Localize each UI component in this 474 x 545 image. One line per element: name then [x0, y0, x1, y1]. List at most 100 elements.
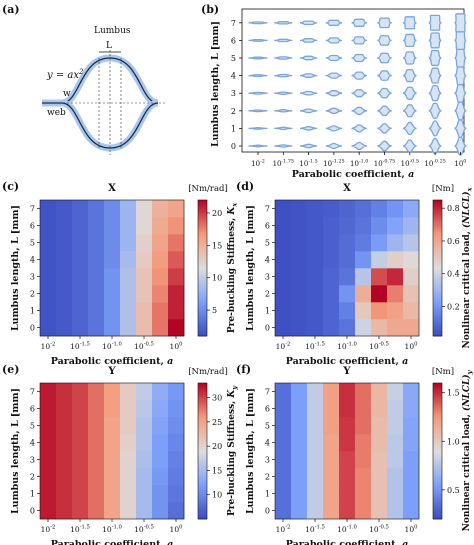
heatmap-cell: [307, 285, 324, 303]
colorbar-step: [433, 317, 442, 321]
colorbar-step: [198, 240, 207, 244]
heatmap-cell: [275, 217, 292, 235]
heatmap-cell: [104, 319, 121, 337]
colorbar-step: [198, 410, 207, 413]
heatmap-cell: [403, 468, 420, 486]
xtick-label: 100: [405, 342, 418, 352]
heatmap-cell: [323, 434, 340, 452]
colorbar-step: [433, 231, 442, 235]
colorbar-step: [198, 392, 207, 395]
heatmap-cell: [291, 268, 308, 286]
panel-e-letter: (e): [2, 363, 19, 376]
panel-e-title: Y: [107, 366, 116, 377]
colorbar-step: [198, 455, 207, 459]
ytick-label: 4: [265, 439, 270, 448]
heatmap-cell: [104, 200, 121, 218]
heatmap-cell: [371, 285, 388, 303]
lumbus-shape: [454, 65, 467, 86]
heatmap-cell: [40, 319, 57, 337]
web-label: web: [47, 108, 66, 118]
heatmap-cell: [152, 319, 169, 337]
ytick-label: 4: [30, 439, 35, 448]
heatmap-cell: [275, 434, 292, 452]
length-label: L: [106, 41, 112, 51]
lumbus-shape: [325, 37, 343, 44]
heatmap-cell: [339, 302, 356, 320]
heatmap-cell: [275, 268, 292, 286]
colorbar-step: [198, 469, 207, 472]
colorbar-step: [198, 281, 207, 285]
heatmap-cell: [275, 417, 292, 435]
colorbar-step: [433, 464, 442, 468]
colorbar-step: [433, 209, 442, 212]
heatmap-cell: [152, 285, 169, 303]
lumbus-shape: [299, 20, 318, 26]
heatmap-cell: [371, 468, 388, 486]
lumbus-shape: [274, 144, 293, 148]
colorbar-step: [433, 295, 442, 298]
heatmap-cell: [120, 285, 137, 303]
xtick-label: 10-1.5: [305, 342, 325, 352]
heatmap-cell: [72, 302, 89, 320]
colorbar-step: [433, 288, 442, 292]
colorbar-step: [433, 200, 442, 203]
heatmap-cell: [136, 285, 153, 303]
heatmap-cell: [339, 319, 356, 337]
colorbar-step: [433, 494, 442, 497]
colorbar-step: [433, 247, 442, 251]
colorbar-step: [433, 277, 442, 280]
heatmap-cell: [355, 417, 372, 435]
ytick-label: 3: [265, 456, 270, 465]
colorbar-unit: [Nm/rad]: [188, 367, 228, 377]
colorbar-step: [198, 421, 207, 425]
heatmap-cell: [339, 417, 356, 435]
heatmap-cell: [152, 502, 169, 520]
lumbus-shape: [377, 105, 392, 117]
lumbus-shape: [325, 142, 343, 150]
heatmap-cell: [323, 451, 340, 469]
colorbar-step: [433, 451, 442, 454]
heatmap-cell: [339, 217, 356, 235]
heatmap-cell: [72, 319, 89, 337]
colorbar-step: [433, 256, 442, 260]
colorbar-step: [198, 405, 207, 409]
heatmap-cell: [152, 451, 169, 469]
heatmap-cell: [120, 434, 137, 452]
lumbus-shape: [325, 19, 343, 26]
colorbar-step: [198, 412, 207, 416]
heatmap-cell: [88, 268, 105, 286]
colorbar-step: [198, 218, 207, 221]
lumbus-shape: [299, 126, 318, 131]
heatmap-cell: [120, 302, 137, 320]
heatmap-cell: [403, 268, 420, 286]
heatmap-cell: [152, 417, 169, 435]
heatmap-cell: [40, 485, 57, 503]
panel-f-letter: (f): [236, 363, 251, 376]
colorbar-step: [433, 414, 442, 418]
colorbar-step: [433, 423, 442, 427]
colorbar-step: [198, 306, 207, 310]
heatmap-cell: [72, 451, 89, 469]
heatmap-cell: [339, 485, 356, 503]
heatmap-cell: [72, 400, 89, 418]
colorbar-step: [198, 254, 207, 258]
heatmap-cell: [291, 383, 308, 401]
lumbus-shape: [351, 18, 367, 27]
ytick-label: 0: [265, 507, 270, 516]
heatmap-cell: [56, 251, 73, 269]
xtick-label: 10-2: [251, 159, 265, 169]
heatmap-cell: [104, 451, 121, 469]
colorbar-step: [433, 457, 442, 461]
colorbar-step: [433, 387, 442, 391]
heatmap-cell: [291, 217, 308, 235]
heatmap-cell: [291, 502, 308, 520]
colorbar-step: [433, 394, 442, 397]
colorbar-step: [433, 514, 442, 518]
colorbar-step: [198, 329, 207, 332]
colorbar-unit: [Nm]: [432, 367, 454, 377]
heatmap-cell: [323, 217, 340, 235]
heatmap-cell: [355, 217, 372, 235]
heatmap-cell: [40, 417, 57, 435]
